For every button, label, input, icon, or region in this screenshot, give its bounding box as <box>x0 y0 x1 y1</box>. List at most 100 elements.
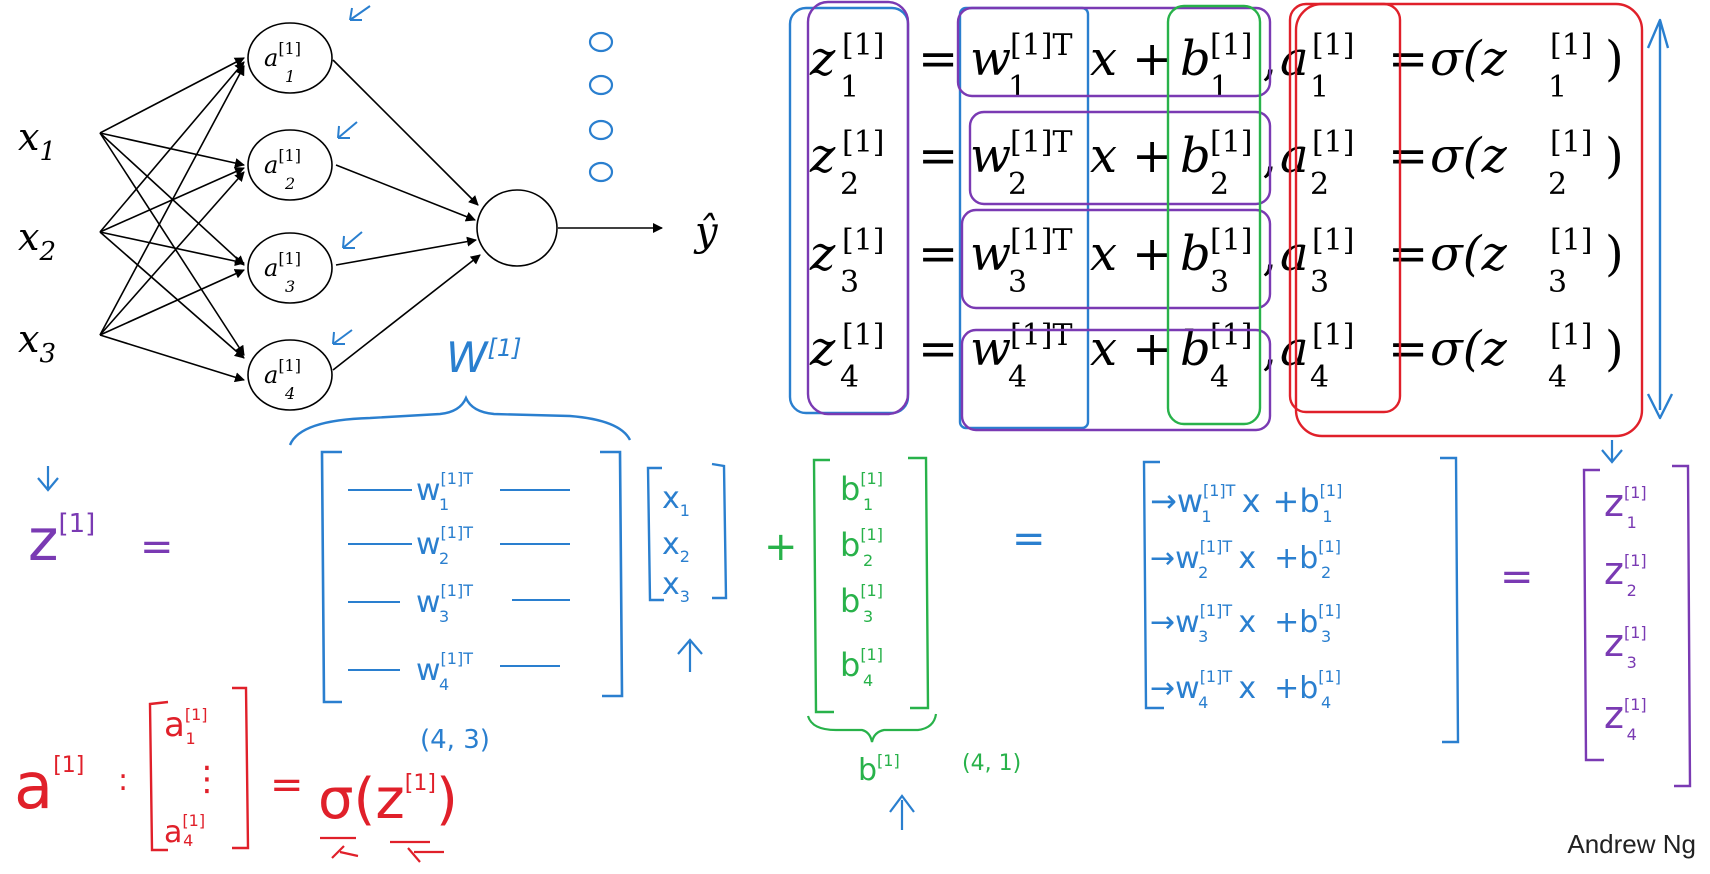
svg-text:3: 3 <box>840 265 859 300</box>
svg-text:[1]: [1] <box>1550 28 1593 63</box>
z-equals: = <box>140 524 174 570</box>
svg-text:x: x <box>1090 31 1117 87</box>
svg-text:[1]T: [1]T <box>1010 223 1073 258</box>
handwritten-section: W[1] z[1] = w[1]T 1 w[1]T 2 w[1]T 3 w[1]T 4 … <box>14 333 1692 863</box>
W-matrix-bracket-right <box>600 450 624 698</box>
svg-text:[1]: [1] <box>1550 223 1593 258</box>
svg-text:z: z <box>809 226 836 282</box>
svg-text:[1]: [1] <box>1210 318 1253 353</box>
svg-text:2: 2 <box>1548 167 1567 202</box>
svg-text:[1]: [1] <box>1312 125 1355 160</box>
svg-text:[1]: [1] <box>842 28 885 63</box>
svg-text:b: b <box>1180 31 1211 87</box>
svg-text:3: 3 <box>1008 265 1027 300</box>
blue-node-circles <box>588 31 614 183</box>
b-entry-3: b[1] 3 <box>840 581 883 626</box>
b-vector-bracket-left <box>812 458 834 714</box>
hidden-label-1-sub: 1 <box>285 67 295 86</box>
z-entry-2: z[1] 2 <box>1604 549 1647 600</box>
svg-text:[1]: [1] <box>1550 125 1593 160</box>
svg-text:[1]T: [1]T <box>1010 125 1073 160</box>
a-vector-bottom: a[1] 4 <box>164 811 205 850</box>
activation-red-box <box>1294 2 1644 438</box>
svg-text:=: = <box>1388 31 1428 87</box>
result-rows: →w[1]T 1 x +b[1] 1 →w[1]T 2 x +b[1] 2 →w[1]T 3 x +b… <box>1150 481 1342 712</box>
z-entry-1: z[1] 1 <box>1604 481 1647 532</box>
svg-text:=: = <box>1388 128 1428 184</box>
hidden-label-3-sub: 3 <box>285 277 295 296</box>
hidden-label-4: a[1] <box>264 356 301 389</box>
W-matrix-bracket-left <box>320 450 342 704</box>
svg-text:+: + <box>1132 226 1172 282</box>
svg-text:z: z <box>809 31 836 87</box>
svg-text:x: x <box>1090 226 1117 282</box>
b-up-arrow <box>889 794 915 830</box>
x-vector-bracket-right <box>711 462 728 600</box>
W-shape: (4, 3) <box>420 725 490 755</box>
output-node <box>476 189 558 267</box>
input-hidden-edges <box>99 57 245 383</box>
svg-text:σ(z: σ(z <box>1430 128 1507 184</box>
svg-text:b: b <box>1180 128 1211 184</box>
hidden-label-3: a[1] <box>264 249 301 282</box>
a-vector-top: a[1] 1 <box>164 705 208 748</box>
w-row-3-box <box>960 208 1272 310</box>
svg-text:+: + <box>1132 31 1172 87</box>
svg-text:1: 1 <box>840 70 859 105</box>
svg-text:3: 3 <box>1210 265 1229 300</box>
svg-text:a: a <box>1280 321 1309 377</box>
svg-text:+: + <box>1132 128 1172 184</box>
hidden-label-1: a[1] <box>264 39 301 72</box>
svg-text:a: a <box>1280 226 1309 282</box>
a-vector-bracket-right <box>232 686 250 850</box>
svg-text:σ(z: σ(z <box>1430 321 1507 377</box>
hidden-node-4 <box>247 339 333 411</box>
b-entry-2: b[1] 2 <box>840 525 883 570</box>
svg-text:2: 2 <box>1310 167 1329 202</box>
svg-text:[1]: [1] <box>1312 318 1355 353</box>
svg-text:4: 4 <box>840 360 859 395</box>
svg-text:=: = <box>918 321 958 377</box>
z-column-purple-box <box>806 0 910 416</box>
input-label-3: x3 <box>18 317 56 369</box>
hidden-labels: a[1] 1 a[1] 2 a[1] 3 a[1] 4 <box>264 39 301 403</box>
z-vector-bracket-left <box>1582 468 1604 762</box>
z-vector-entries: z[1] 1 z[1] 2 z[1] 3 z[1] 4 <box>1604 481 1647 744</box>
z-vector-bracket-right <box>1672 464 1692 788</box>
result-row-4: →w[1]T 4 x +b[1] 4 <box>1150 667 1341 712</box>
svg-text:=: = <box>918 128 958 184</box>
equation-highlights <box>788 0 1674 438</box>
svg-text:): ) <box>1605 226 1624 282</box>
a-equals: : <box>118 763 128 798</box>
svg-text:[1]: [1] <box>842 318 885 353</box>
W-row-4: w[1]T 4 <box>416 649 473 694</box>
svg-text:4: 4 <box>1548 360 1567 395</box>
svg-text:1: 1 <box>1548 70 1567 105</box>
x-entry-1: x1 <box>662 481 690 520</box>
result-row-1: →w[1]T 1 x +b[1] 1 <box>1150 481 1342 526</box>
equals-2: = <box>1500 554 1534 600</box>
svg-text:[1]: [1] <box>1210 125 1253 160</box>
b-brace <box>806 713 938 743</box>
x-up-arrow <box>677 638 703 672</box>
equation-row-3: z [1] 3 = w [1]T 3 x + b [1] 3 , a [1] 3… <box>809 223 1624 300</box>
svg-text:[1]T: [1]T <box>1010 28 1073 63</box>
sigma-expression: σ(z[1]) <box>318 767 458 832</box>
W-matrix-rows: w[1]T 1 w[1]T 2 w[1]T 3 w[1]T 4 <box>348 469 570 694</box>
svg-text:[1]: [1] <box>1550 318 1593 353</box>
svg-text:=: = <box>1388 321 1428 377</box>
x-entry-2: x2 <box>662 527 690 566</box>
svg-text:=: = <box>1388 226 1428 282</box>
b-label: b[1] <box>858 751 900 788</box>
x-vector-bracket-left <box>646 466 664 602</box>
svg-text:4: 4 <box>1008 360 1027 395</box>
svg-text:b: b <box>1180 226 1211 282</box>
W-row-1: w[1]T 1 <box>416 469 473 514</box>
svg-text:z: z <box>809 321 836 377</box>
svg-text:[1]T: [1]T <box>1010 318 1073 353</box>
hidden-label-4-sub: 4 <box>284 384 295 403</box>
W-row-2: w[1]T 2 <box>416 523 473 568</box>
hidden-unit-arrows <box>332 5 371 345</box>
z-entry-3: z[1] 3 <box>1604 621 1647 672</box>
svg-text:z: z <box>809 128 836 184</box>
